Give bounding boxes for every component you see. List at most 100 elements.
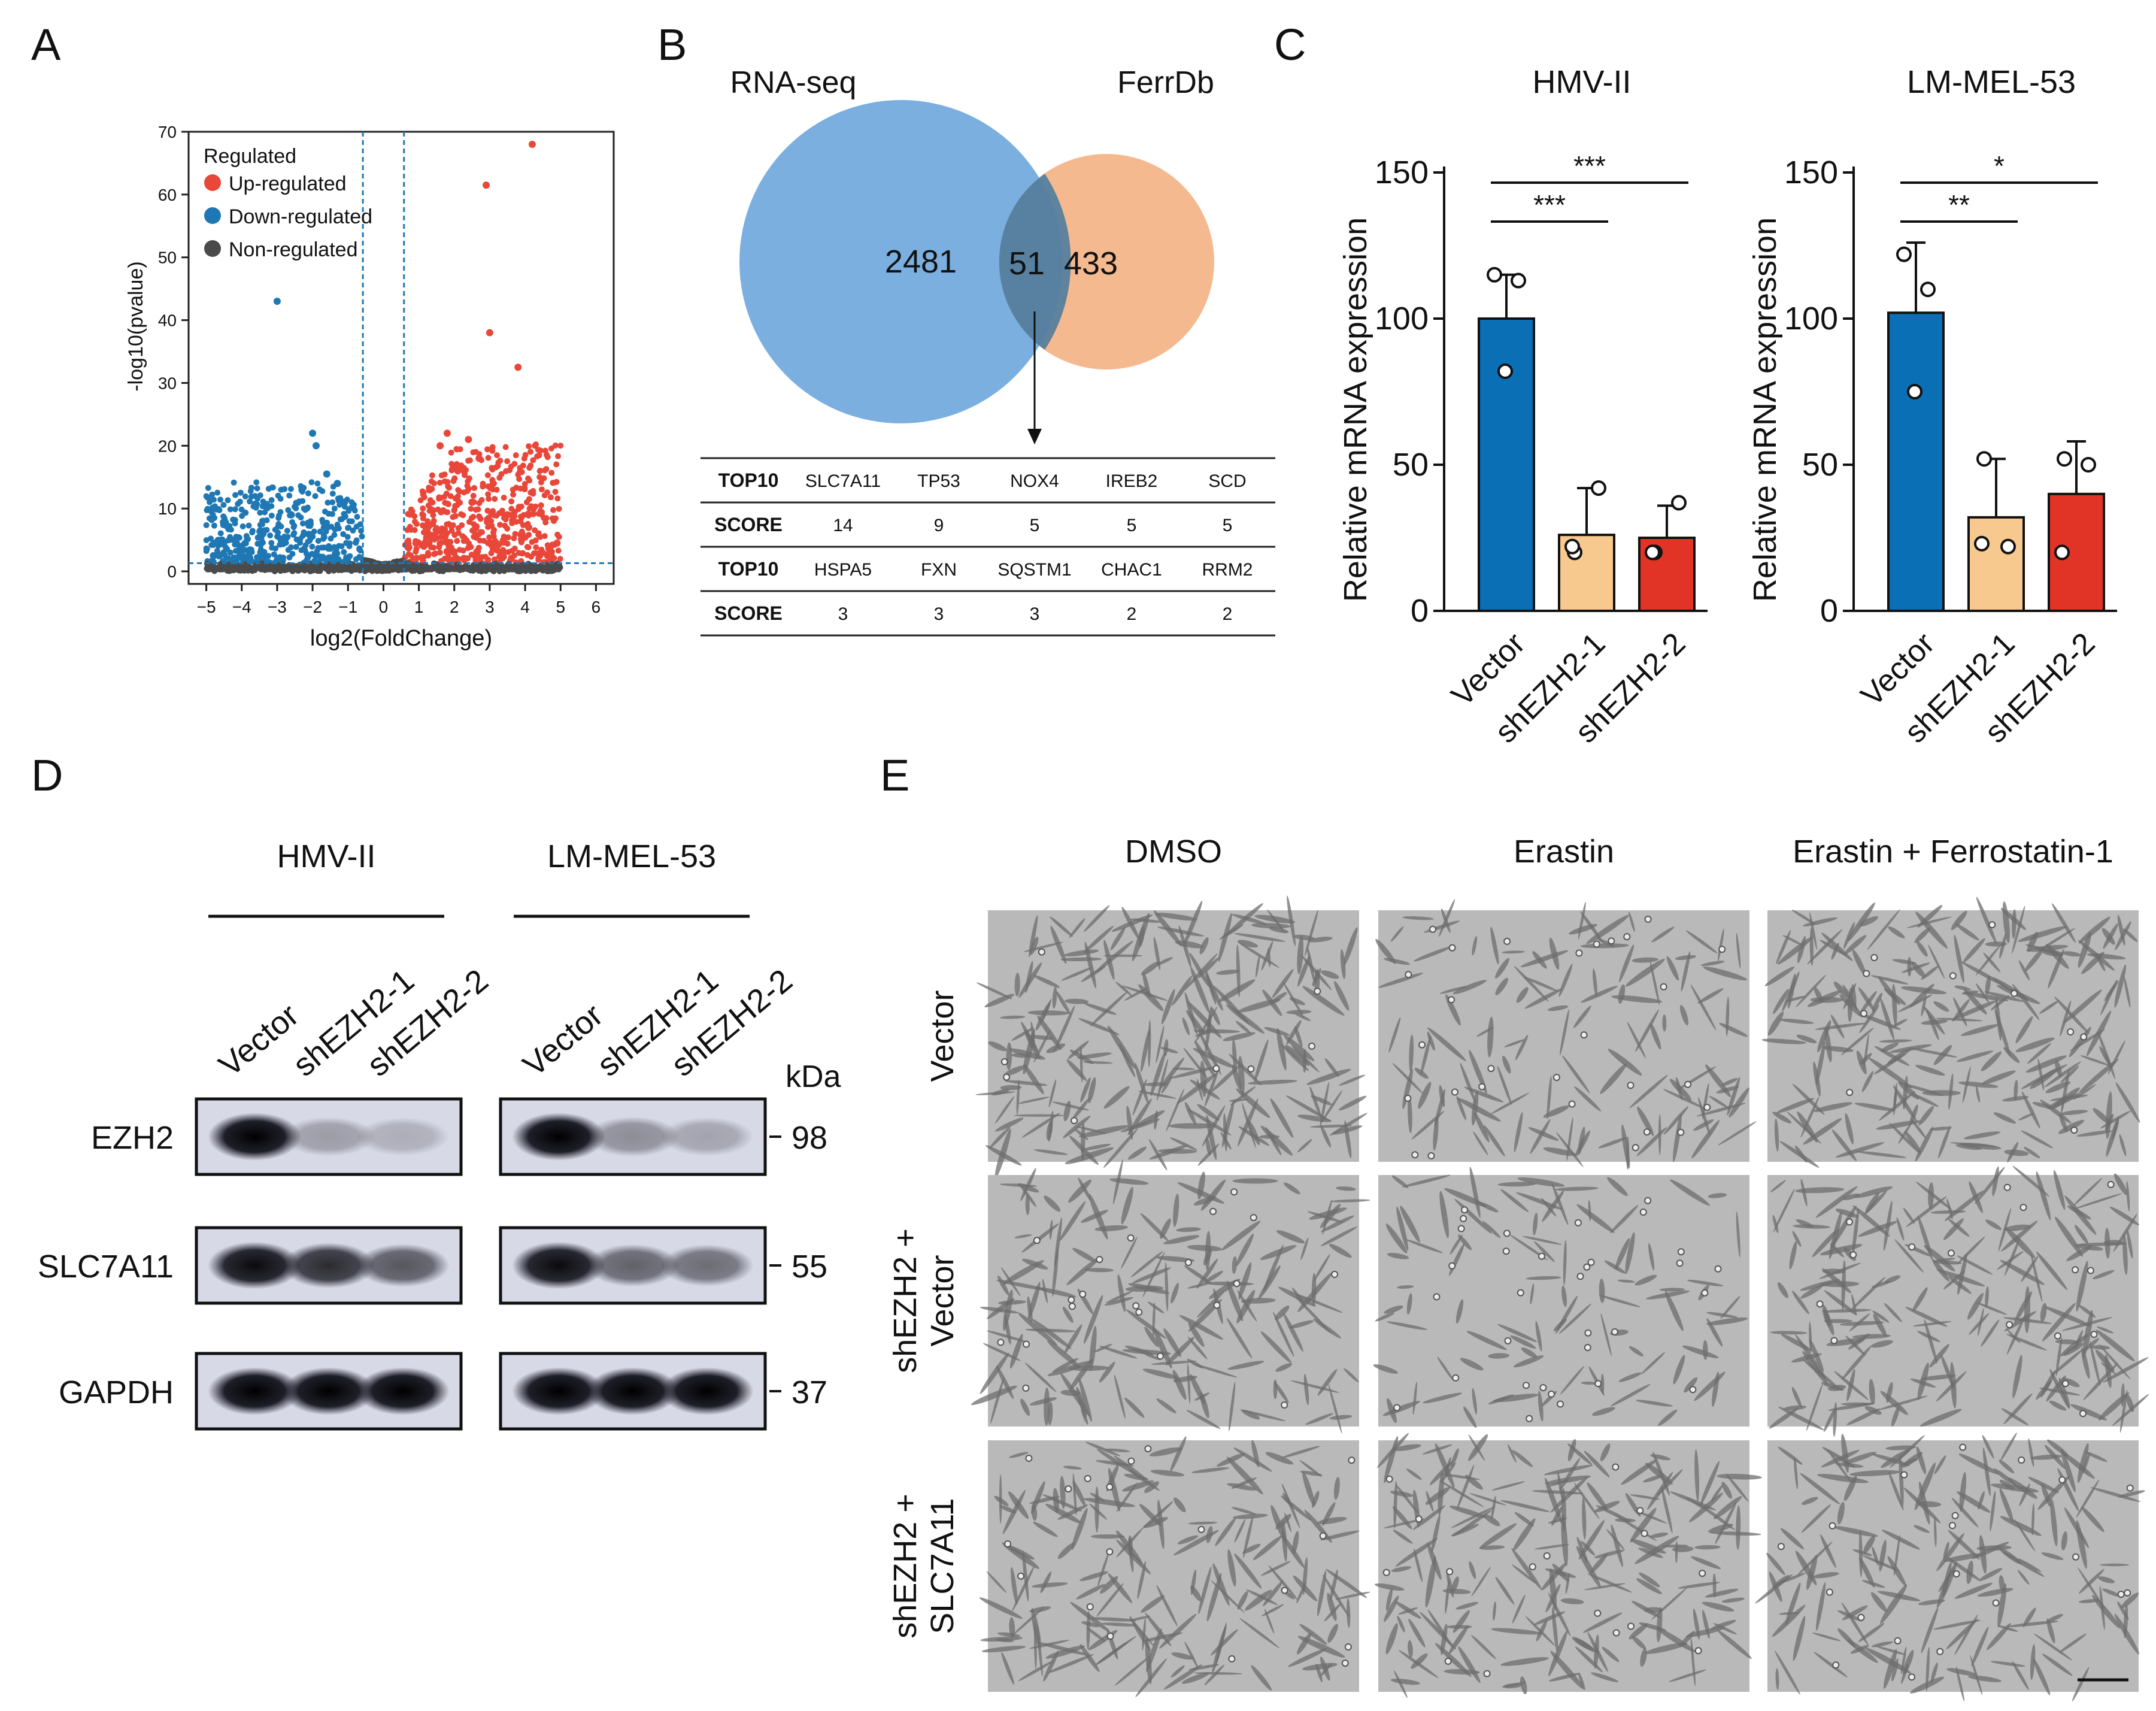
cell-shape bbox=[1391, 1175, 1409, 1188]
micrograph-tile bbox=[979, 1436, 1370, 1697]
cell-shape bbox=[1083, 905, 1110, 932]
cell-shape bbox=[1632, 957, 1659, 963]
cell-shape bbox=[1514, 1112, 1523, 1152]
volcano-point bbox=[233, 534, 239, 540]
cell-shape bbox=[1847, 902, 1875, 942]
table-row: TOP10 HSPA5 FXN SQSTM1 CHAC1 RRM2 bbox=[718, 558, 1253, 580]
cell-shape bbox=[2001, 1221, 2038, 1252]
cell-shape bbox=[1259, 1134, 1280, 1139]
cell-shape bbox=[1431, 1515, 1441, 1553]
cell-shape bbox=[1884, 988, 1906, 1006]
cell-shape bbox=[1090, 1492, 1105, 1501]
cell-shape bbox=[1491, 1628, 1542, 1635]
volcano-point bbox=[305, 522, 312, 529]
cell-shape bbox=[1551, 1182, 1569, 1225]
volcano-point bbox=[503, 468, 510, 474]
cell-shape bbox=[1815, 1186, 1858, 1218]
rounded-cell bbox=[1608, 937, 1615, 945]
cell-shape bbox=[1014, 1114, 1065, 1117]
volcano-point bbox=[480, 483, 486, 490]
cell-shape bbox=[1906, 1196, 1947, 1227]
blot-protein-label: EZH2 bbox=[91, 1120, 174, 1156]
cell-shape bbox=[1915, 1126, 1934, 1162]
volcano-point bbox=[428, 479, 435, 484]
cell-shape bbox=[2073, 1177, 2103, 1206]
volcano-point bbox=[420, 522, 426, 529]
cell-shape bbox=[1272, 992, 1287, 1003]
cell-shape bbox=[1776, 1573, 1806, 1585]
cell-shape bbox=[1141, 961, 1160, 976]
cell-shape bbox=[1464, 1086, 1504, 1103]
cell-shape bbox=[2021, 1064, 2068, 1089]
cell-shape bbox=[1921, 1019, 1948, 1025]
cell-shape bbox=[1011, 1567, 1018, 1605]
cell-shape bbox=[1600, 1313, 1612, 1356]
cell-shape bbox=[1172, 1370, 1187, 1400]
x-tick-label: −5 bbox=[197, 598, 216, 616]
volcano-point bbox=[263, 505, 270, 511]
cell-shape bbox=[2112, 1119, 2119, 1140]
cell-shape bbox=[1558, 964, 1573, 997]
volcano-outlier-point bbox=[333, 480, 341, 487]
cell-shape bbox=[1997, 1251, 2024, 1270]
cell-shape bbox=[2104, 980, 2119, 1001]
cell-shape bbox=[1903, 1207, 1915, 1224]
micrograph-background bbox=[988, 1440, 1359, 1692]
volcano-point bbox=[329, 499, 336, 505]
y-tick-label: 0 bbox=[1820, 593, 1838, 629]
cell-shape bbox=[1694, 1545, 1721, 1550]
cell-shape bbox=[1849, 1313, 1870, 1332]
volcano-point bbox=[246, 555, 253, 561]
cell-shape bbox=[2042, 1654, 2073, 1676]
volcano-point bbox=[249, 529, 256, 535]
blot-band bbox=[660, 1244, 754, 1286]
cell-shape bbox=[2004, 1224, 2031, 1231]
cell-shape bbox=[1072, 1473, 1077, 1516]
cell-shape bbox=[1206, 1006, 1212, 1034]
cell-shape bbox=[1796, 1034, 1817, 1043]
cell-shape bbox=[2012, 906, 2025, 954]
cell-shape bbox=[1236, 1088, 1270, 1118]
cell-shape bbox=[1547, 1076, 1552, 1119]
cell-shape bbox=[1709, 1095, 1729, 1109]
volcano-point bbox=[207, 499, 213, 505]
cell-shape bbox=[1843, 922, 1855, 949]
volcano-point bbox=[247, 549, 253, 556]
cell-shape bbox=[1898, 994, 1933, 1013]
volcano-point bbox=[223, 562, 229, 569]
volcano-point bbox=[502, 444, 509, 450]
volcano-point bbox=[548, 556, 554, 562]
cell-shape bbox=[1788, 973, 1796, 1009]
cell-shape bbox=[1852, 949, 1866, 976]
cell-shape bbox=[1558, 1303, 1592, 1334]
volcano-point bbox=[486, 534, 493, 541]
volcano-point bbox=[211, 522, 217, 529]
cell-shape bbox=[1800, 1473, 1840, 1504]
cell-shape bbox=[1306, 1068, 1351, 1085]
cell-shape bbox=[1822, 1046, 1854, 1052]
cell-shape bbox=[1460, 1358, 1484, 1371]
cell-shape bbox=[1413, 946, 1452, 962]
rounded-cell bbox=[1694, 1647, 1702, 1655]
cell-shape bbox=[1956, 1050, 1994, 1062]
volcano-point bbox=[448, 449, 454, 456]
volcano-point bbox=[509, 517, 516, 523]
cell-shape bbox=[1888, 1471, 1904, 1510]
cell-shape bbox=[1178, 925, 1192, 968]
rounded-cell bbox=[1281, 1586, 1288, 1594]
volcano-outlier-point bbox=[238, 543, 245, 550]
cell-shape bbox=[1823, 1407, 1836, 1432]
rounded-cell bbox=[2070, 1126, 2078, 1134]
cell-shape bbox=[2030, 1454, 2063, 1460]
volcano-point bbox=[468, 505, 474, 512]
volcano-point bbox=[456, 547, 463, 553]
cell-shape bbox=[1001, 1652, 1015, 1685]
cell-shape bbox=[2044, 1306, 2091, 1327]
cell-shape bbox=[1952, 1000, 1997, 1020]
cell-shape bbox=[1801, 1497, 1818, 1505]
cell-shape bbox=[1793, 1224, 1830, 1229]
volcano-point bbox=[204, 505, 211, 512]
cell-shape bbox=[1954, 1614, 1978, 1655]
cell-shape bbox=[1929, 1126, 1952, 1131]
volcano-point bbox=[517, 518, 524, 525]
